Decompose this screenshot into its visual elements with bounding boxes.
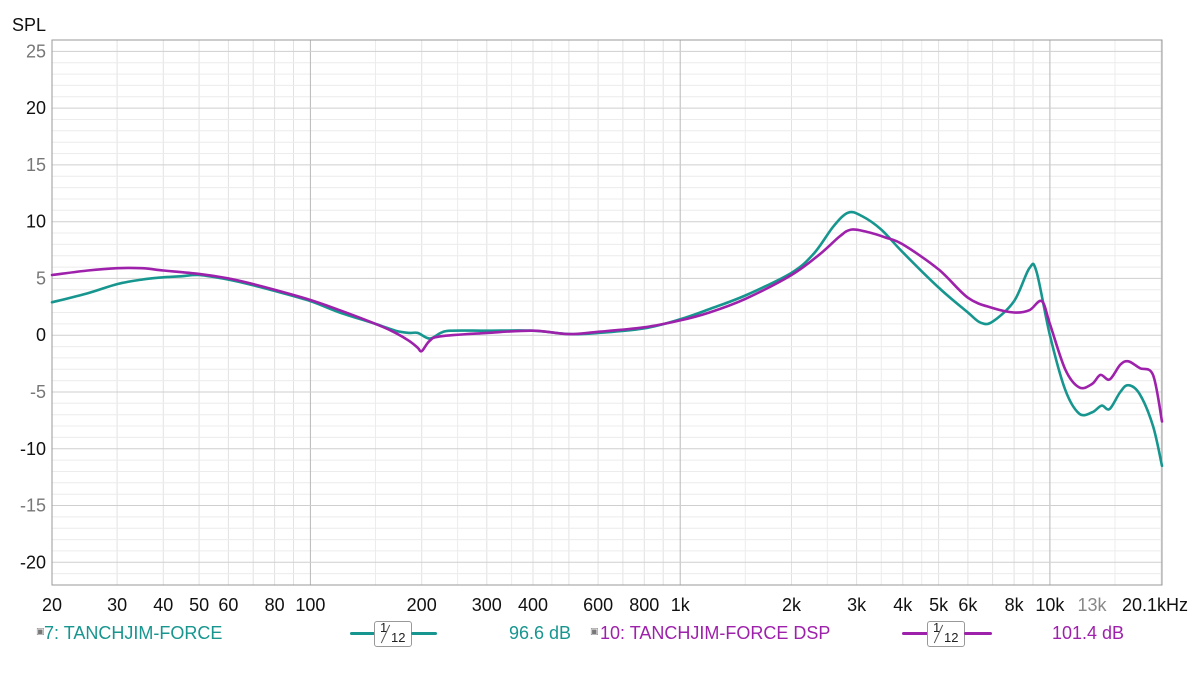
series-toggle-icon[interactable]: ▣ [36,626,45,636]
legend-series-name: 7: TANCHJIM-FORCE [44,623,223,643]
y-tick-label: -5 [30,382,46,402]
x-tick-label: 2k [782,595,802,615]
legend-line-swatch [964,632,992,635]
series-line-1 [50,228,1164,423]
smoothing-denominator: 12 [944,630,959,645]
smoothing-numerator: 1 [933,620,941,635]
y-tick-label: -15 [20,496,46,516]
x-tick-label: 4k [893,595,913,615]
smoothing-denominator: 12 [391,630,406,645]
x-tick-label: 20 [42,595,62,615]
x-tick-label: 3k [847,595,867,615]
legend-line-swatch [350,632,376,635]
series-lines [50,210,1164,468]
legend-line-swatch [902,632,930,635]
plot-frame [51,39,1163,586]
legend-line-swatch [411,632,437,635]
x-tick-label: 100 [295,595,325,615]
major-grid [52,40,1162,585]
y-tick-label: 20 [26,98,46,118]
x-tick-label: 8k [1005,595,1025,615]
legend-series-1[interactable]: ▣ 10: TANCHJIM-FORCE DSP 1 12 101.4 dB [586,618,1200,648]
series-toggle-icon[interactable]: ▣ [590,626,599,636]
x-tick-label: 50 [189,595,209,615]
x-tick-label: 400 [518,595,548,615]
x-tick-label: 13k [1077,595,1107,615]
y-tick-label: 15 [26,155,46,175]
x-tick-label: 5k [929,595,949,615]
y-axis-title: SPL [12,15,46,35]
smoothing-selector[interactable]: 1 12 [374,620,412,647]
x-tick-labels: 20 30 40 50 60 80 100 200 300 400 600 800 1k 2k 3k 4k 5k… [42,595,1188,615]
x-tick-label: 200 [407,595,437,615]
legend-series-level: 101.4 dB [1052,623,1125,643]
y-tick-label: -10 [20,439,46,459]
x-tick-label: 40 [153,595,173,615]
x-tick-label: 6k [958,595,978,615]
y-tick-label: 0 [36,325,46,345]
minor-grid [52,39,1162,586]
x-tick-label: 30 [107,595,127,615]
smoothing-numerator: 1 [380,620,388,635]
legend-series-0[interactable]: ▣ 7: TANCHJIM-FORCE 1 12 96.6 dB [0,618,600,648]
x-tick-label: 1k [671,595,691,615]
smoothing-selector[interactable]: 1 12 [927,620,965,647]
series-line-0 [50,210,1164,468]
legend-series-level: 96.6 dB [509,623,572,643]
x-tick-label: 800 [629,595,659,615]
y-tick-labels: 25 20 15 10 5 0 -5 -10 -15 -20 [20,41,46,572]
y-tick-label: 25 [26,41,46,61]
x-tick-label: 600 [583,595,613,615]
x-tick-label: 20.1kHz [1122,595,1188,615]
x-tick-label: 300 [472,595,502,615]
x-tick-label: 60 [218,595,238,615]
x-tick-label: 10k [1035,595,1065,615]
legend-series-name: 10: TANCHJIM-FORCE DSP [600,623,831,643]
x-tick-label: 80 [265,595,285,615]
y-tick-label: -20 [20,552,46,572]
y-tick-label: 5 [36,268,46,288]
y-tick-label: 10 [26,212,46,232]
